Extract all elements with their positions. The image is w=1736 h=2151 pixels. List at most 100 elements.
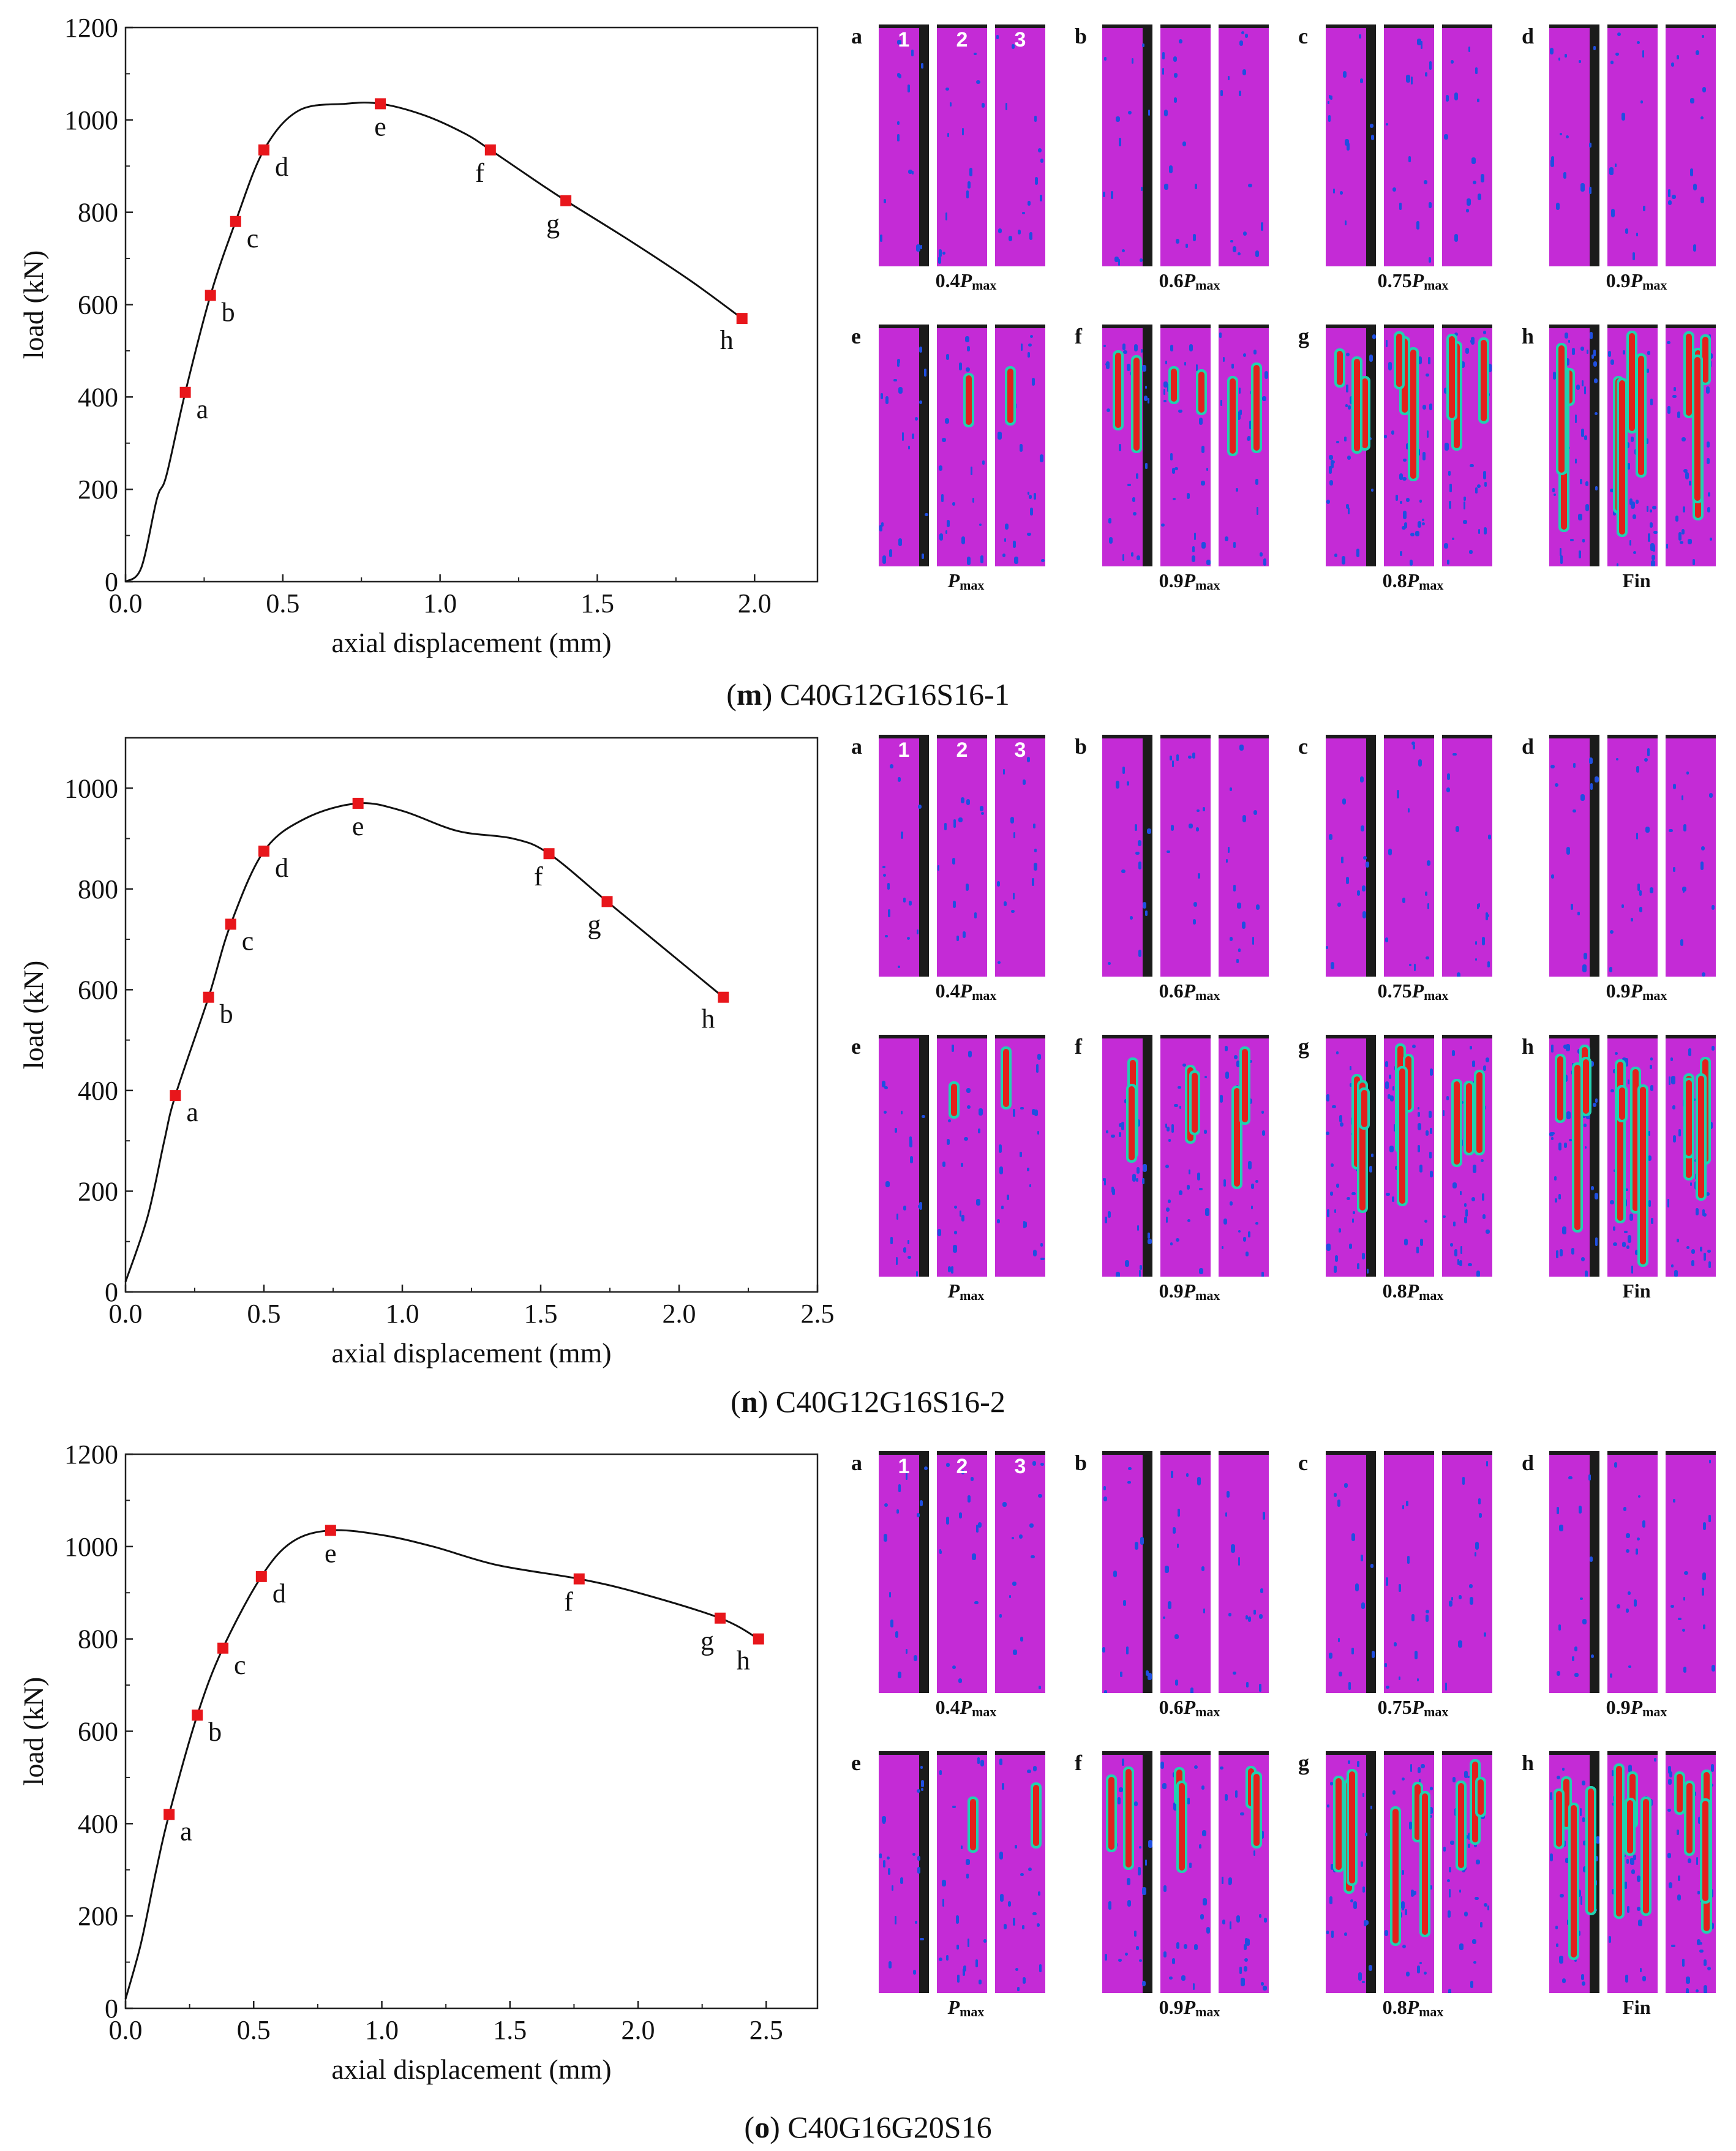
crack-core	[1465, 1083, 1472, 1153]
strain-speckle	[1684, 1571, 1689, 1575]
dic-strip-1	[1102, 1035, 1152, 1277]
strain-speckle	[1465, 1834, 1468, 1839]
strain-speckle	[1390, 1095, 1394, 1102]
strain-speckle	[1425, 1130, 1429, 1136]
strain-speckle	[1458, 1594, 1462, 1600]
point-marker-f	[573, 1573, 585, 1585]
strain-speckle	[1668, 828, 1673, 832]
label-symbol: P	[960, 269, 972, 291]
strain-speckle	[1228, 1613, 1232, 1617]
crack-core	[1639, 1087, 1646, 1265]
strain-speckle	[1124, 1952, 1129, 1956]
strain-speckle	[976, 80, 981, 84]
strain-speckle	[1138, 1845, 1141, 1849]
strain-speckle	[1102, 1646, 1106, 1653]
label-coefficient: 0.8	[1382, 1280, 1407, 1302]
strain-speckle	[906, 1649, 908, 1654]
dic-strip-1	[879, 1751, 929, 1993]
panel-letter-c: c	[1298, 24, 1308, 48]
strain-speckle	[1554, 494, 1556, 497]
strain-speckle	[1581, 380, 1584, 386]
point-marker-c	[217, 1642, 229, 1654]
strain-speckle	[1138, 861, 1141, 870]
crack-core	[951, 1084, 957, 1116]
strain-speckle	[941, 494, 944, 503]
strip-number-3: 3	[1014, 738, 1026, 762]
strain-speckle	[1235, 1790, 1238, 1798]
strip-edge	[919, 325, 929, 566]
strain-speckle	[1007, 1194, 1010, 1201]
strip-edge	[1442, 1035, 1492, 1038]
crack-core	[1234, 1087, 1241, 1187]
strain-speckle	[909, 1136, 912, 1142]
strain-speckle	[999, 1166, 1003, 1175]
strain-speckle	[1103, 1496, 1108, 1501]
panel-letter-f: f	[1075, 1751, 1082, 1775]
strain-speckle	[1236, 1060, 1240, 1068]
figure-section-n: 0.0 0.5 1.0 1.5 2.0 2.5 0 200 400 600 800 1000 axial…	[0, 710, 1736, 1427]
label-symbol: P	[1630, 269, 1643, 291]
panel-letter-e: e	[851, 1751, 861, 1775]
strain-speckle	[916, 1512, 920, 1518]
strain-speckle	[1330, 1863, 1334, 1871]
dic-strip-1	[1326, 24, 1376, 266]
label-subscript: max	[1419, 2004, 1444, 2019]
point-label-e: e	[352, 811, 364, 841]
panel-letter-d: d	[1522, 734, 1535, 759]
label-coefficient: 0.9	[1159, 1996, 1184, 2018]
strain-speckle	[1237, 902, 1241, 909]
strain-speckle	[944, 823, 947, 830]
strain-speckle	[1577, 513, 1582, 520]
strain-speckle	[1424, 892, 1427, 896]
strain-speckle	[1023, 779, 1026, 785]
dic-strip-1	[1549, 735, 1599, 977]
strain-speckle	[1202, 1830, 1206, 1836]
strain-speckle	[1422, 522, 1425, 525]
strain-speckle	[897, 40, 902, 45]
strain-speckle	[1637, 1495, 1641, 1498]
strain-speckle	[1329, 1652, 1333, 1659]
strain-speckle	[898, 386, 903, 394]
panel-letter-c: c	[1298, 734, 1308, 759]
strain-speckle	[1418, 356, 1422, 365]
strain-speckle	[1331, 1931, 1334, 1939]
crack-core	[1032, 1785, 1039, 1847]
strain-speckle	[1710, 1923, 1714, 1930]
strain-speckle	[1616, 1604, 1621, 1609]
strain-speckle	[1549, 1853, 1554, 1862]
dic-panel-c: c 0.75Pmax	[1298, 24, 1506, 306]
strain-speckle	[1330, 962, 1334, 970]
strain-speckle	[1443, 387, 1448, 394]
strain-speckle	[1028, 201, 1031, 206]
strain-speckle	[966, 799, 971, 805]
strain-speckle	[896, 1509, 899, 1514]
strain-speckle	[1221, 1876, 1224, 1885]
strain-speckle	[1480, 1921, 1482, 1928]
strain-speckle	[1562, 1978, 1566, 1983]
strain-speckle	[1331, 460, 1335, 464]
panel-label-a: 0.4Pmax	[879, 269, 1053, 293]
strain-speckle	[1586, 349, 1589, 355]
strain-speckle	[1122, 1758, 1124, 1766]
dic-strip-3: 3	[995, 1451, 1045, 1693]
point-marker-b	[205, 290, 216, 301]
strain-speckle	[945, 1517, 950, 1525]
strain-speckle	[1176, 754, 1179, 761]
crack-core	[1361, 1089, 1368, 1127]
strain-speckle	[952, 901, 956, 908]
strain-speckle	[1465, 208, 1469, 213]
strain-speckle	[1468, 549, 1473, 555]
label-symbol: P	[1411, 1696, 1424, 1718]
strain-speckle	[1595, 1836, 1599, 1844]
strain-speckle	[1219, 1766, 1223, 1770]
strain-speckle	[909, 1139, 913, 1147]
strain-speckle	[1001, 1205, 1004, 1209]
strain-speckle	[1247, 1161, 1252, 1169]
strain-speckle	[1118, 259, 1121, 266]
dic-strip-2	[1160, 24, 1211, 266]
strain-speckle	[946, 520, 950, 528]
x-tick-label: 0.0	[109, 588, 143, 618]
y-tick-label: 200	[78, 475, 118, 505]
strain-speckle	[1040, 1258, 1045, 1261]
strain-speckle	[1475, 1859, 1480, 1864]
